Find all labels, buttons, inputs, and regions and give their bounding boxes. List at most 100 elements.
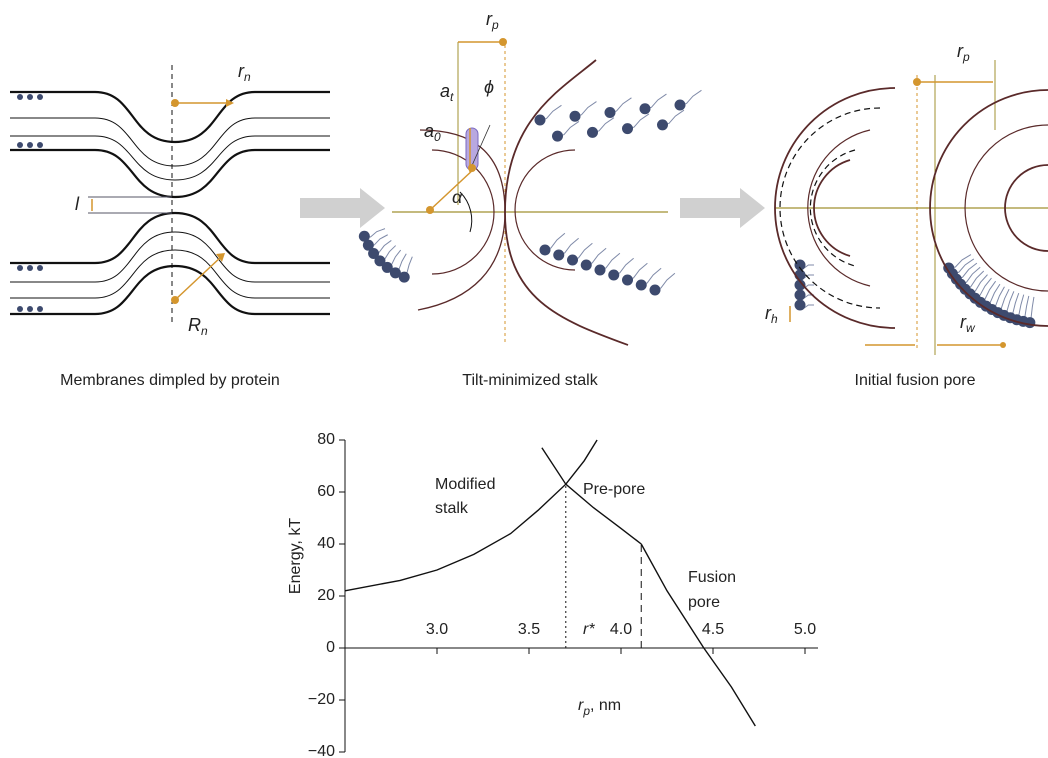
diagram-label: ϕ [484, 77, 494, 97]
lipid-head [567, 254, 578, 266]
caption: Initial fusion pore [855, 372, 976, 389]
label-main: a [440, 81, 450, 101]
series-label: Pre-pore [583, 481, 645, 498]
x-tick-label: 4.5 [702, 621, 724, 638]
lipid-head [657, 119, 668, 131]
lipid-head [381, 261, 393, 273]
lipid-head [37, 94, 43, 100]
series-label: Modified stalk [435, 476, 495, 517]
y-tick-label: −40 [308, 743, 335, 758]
lipid-head [794, 279, 806, 291]
diagram-label: rh [765, 303, 778, 326]
lipid-head [374, 255, 386, 267]
label-main: R [188, 315, 201, 335]
lipid-head [553, 249, 565, 261]
x-label-suffix: , nm [590, 697, 621, 714]
lipid-head [639, 103, 651, 115]
lipid-head [368, 247, 380, 259]
label-main: r [765, 303, 772, 323]
lipid-decoration [17, 89, 1036, 329]
label-main: α [452, 187, 463, 207]
lipid-head [604, 107, 616, 118]
x-tick-label: 3.5 [518, 621, 540, 638]
x-tick-label: 4.0 [610, 621, 632, 638]
lipid-head [27, 142, 33, 148]
label-sub: t [450, 90, 454, 104]
label-main: a [424, 121, 434, 141]
lipid-head [539, 244, 551, 256]
x-tick-label: 5.0 [794, 621, 816, 638]
diagram-label: rp [957, 41, 970, 64]
label-sub: 0 [434, 130, 441, 144]
label-sub: n [244, 70, 251, 84]
curve [640, 543, 756, 727]
label-sub: h [771, 312, 778, 326]
diagram-label: rp [486, 9, 499, 32]
label-sub: w [966, 321, 976, 335]
lipid-head [794, 259, 806, 271]
lipid-head [794, 299, 806, 311]
diagram-label: rn [238, 61, 251, 84]
lipid-head [594, 264, 606, 276]
diagram-label: rw [960, 312, 976, 335]
lipid-head [27, 94, 33, 100]
y-axis-label: Energy, kT [287, 518, 304, 594]
label-sub: p [491, 18, 499, 32]
caption: Tilt-minimized stalk [462, 372, 598, 389]
process-arrow [300, 188, 765, 228]
lipid-head [389, 267, 401, 279]
x-label-sub: p [582, 704, 590, 718]
x-axis-label: rp, nm [578, 697, 621, 718]
lipid-head [580, 259, 592, 271]
curve [541, 447, 642, 545]
lipid-head [17, 94, 23, 100]
lipid-head [794, 289, 806, 301]
label-main: r [957, 41, 964, 61]
lipid-head [37, 265, 43, 271]
y-tick-label: 20 [317, 587, 335, 604]
diagram-label: at [440, 81, 454, 104]
y-tick-label: 40 [317, 535, 335, 552]
y-tick-label: 80 [317, 431, 335, 448]
curve [344, 439, 598, 592]
label-main: ϕ [484, 77, 494, 97]
annotation: r* [583, 621, 595, 638]
diagram-label: α [452, 187, 463, 207]
lipid-head [17, 142, 23, 148]
lipid-head [17, 306, 23, 312]
lipid-head [17, 265, 23, 271]
label-main: r [238, 61, 245, 81]
label-main: r [486, 9, 493, 29]
label-main: l [75, 194, 80, 214]
lipid-head [587, 126, 598, 138]
lipid-head [674, 99, 686, 111]
x-tick-label: 3.0 [426, 621, 448, 638]
lipid-head [622, 123, 633, 135]
panel-3-pore [774, 60, 1048, 355]
lipid-head [27, 306, 33, 312]
caption: Membranes dimpled by protein [60, 372, 280, 389]
lipid-head [358, 230, 370, 242]
lipid-head [362, 239, 374, 251]
lipid-head [37, 306, 43, 312]
lipid-head [552, 130, 563, 142]
chart: −40 −20 0 20 40 60 80 3.0 3.5 4.0 4.5 5.0 Modified st… [287, 431, 818, 758]
y-tick-label: 0 [326, 639, 335, 656]
lipid-head [649, 284, 661, 296]
label-sub: n [201, 324, 208, 338]
lipid-head [534, 114, 546, 126]
label-sub: p [962, 50, 970, 64]
lipid-head [635, 279, 647, 291]
y-tick-label: 60 [317, 483, 335, 500]
lipid-head [398, 271, 410, 283]
diagram-label: Rn [188, 315, 208, 338]
lipid-head [622, 274, 633, 286]
x-label-main: r [578, 697, 584, 714]
diagram-label: l [75, 194, 80, 214]
lipid-head [27, 265, 33, 271]
lipid-head [943, 262, 955, 274]
y-tick-label: −20 [308, 691, 335, 708]
lipid-head [569, 110, 581, 122]
